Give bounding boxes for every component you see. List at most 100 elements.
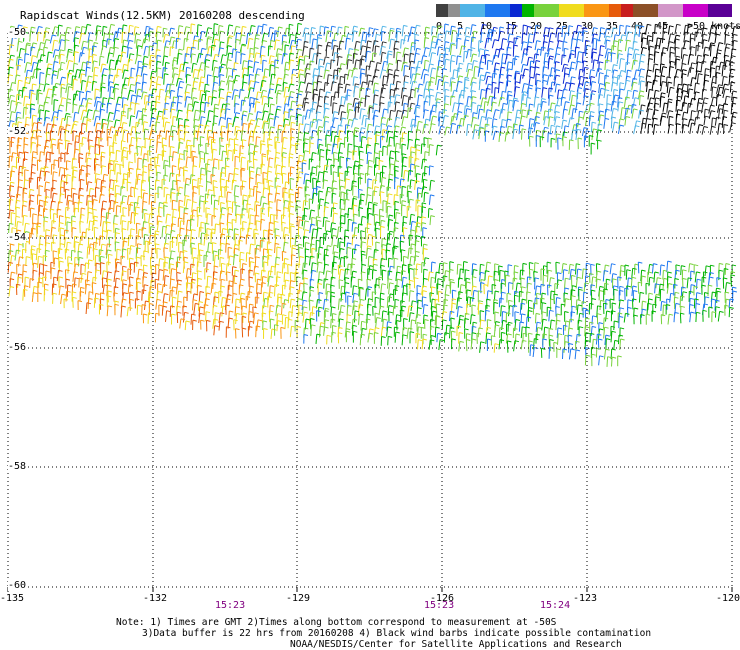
wind-barb <box>505 118 512 128</box>
wind-barb <box>255 111 262 121</box>
wind-barb <box>235 129 242 140</box>
wind-barb <box>317 58 324 70</box>
wind-barb <box>576 304 583 315</box>
wind-barb <box>100 179 106 192</box>
wind-barb <box>548 87 554 99</box>
wind-barb <box>351 197 358 210</box>
wind-barb <box>227 221 232 234</box>
wind-barb <box>179 137 184 149</box>
wind-barb <box>422 268 428 281</box>
wind-barb <box>64 124 71 135</box>
wind-barb <box>401 132 407 142</box>
legend-label: 40 <box>631 21 644 32</box>
wind-barb <box>177 290 183 303</box>
wind-barb <box>296 90 304 101</box>
wind-barb <box>50 163 56 175</box>
lon-label: -123 <box>573 593 598 604</box>
wind-barb <box>714 116 721 126</box>
wind-barb <box>346 119 354 129</box>
wind-barb <box>555 319 561 331</box>
wind-barb <box>323 326 329 336</box>
wind-barb <box>448 268 454 281</box>
wind-barb <box>589 76 596 86</box>
wind-barb <box>275 185 282 196</box>
wind-barb <box>23 285 29 297</box>
wind-barb <box>99 235 105 246</box>
wind-barb <box>7 74 14 84</box>
wind-barb <box>675 99 681 112</box>
wind-barb <box>198 157 205 168</box>
wind-barb <box>372 269 377 280</box>
wind-barb <box>199 89 205 101</box>
wind-barb <box>497 81 504 94</box>
wind-barb <box>507 33 514 43</box>
wind-barb <box>196 261 202 273</box>
lat-label: -56 <box>8 342 27 353</box>
wind-barb <box>73 37 79 49</box>
wind-barb <box>660 314 666 325</box>
wind-barb <box>150 157 155 169</box>
wind-barb <box>420 143 426 154</box>
wind-barb <box>297 58 304 71</box>
wind-barb <box>371 52 377 63</box>
wind-barb <box>387 305 394 316</box>
wind-barb <box>498 265 503 276</box>
wind-barb <box>301 262 308 275</box>
wind-barb <box>161 178 167 190</box>
wind-barb <box>680 265 686 276</box>
wind-barb <box>10 36 17 49</box>
wind-barb <box>170 192 176 203</box>
wind-barb <box>133 212 139 225</box>
wind-barb <box>79 291 85 301</box>
wind-barb <box>547 284 552 296</box>
wind-barb <box>252 61 260 73</box>
wind-barb <box>268 221 274 234</box>
wind-barb <box>193 109 200 122</box>
wind-barb <box>693 285 699 296</box>
wind-barb <box>9 100 16 112</box>
wind-barb <box>9 141 14 154</box>
wind-barb <box>49 34 57 44</box>
wind-barb <box>18 48 25 59</box>
wind-barb <box>281 130 287 143</box>
wind-barb <box>395 150 400 162</box>
wind-barb <box>429 179 436 191</box>
wind-barb <box>87 297 93 310</box>
wind-barb <box>134 102 140 115</box>
wind-barb <box>331 313 337 323</box>
wind-barb <box>346 157 351 169</box>
wind-barb <box>91 80 98 91</box>
wind-barb <box>171 199 177 210</box>
wind-barb <box>479 88 486 100</box>
wind-barb <box>658 38 666 50</box>
wind-barb <box>253 145 259 156</box>
wind-barb <box>407 305 414 317</box>
wind-barb <box>625 269 631 280</box>
wind-barb <box>540 268 546 281</box>
wind-barb <box>130 67 136 79</box>
wind-barb <box>458 332 464 344</box>
wind-barb <box>627 306 632 317</box>
wind-barb <box>317 138 323 149</box>
wind-barb <box>374 62 382 73</box>
wind-barb <box>211 141 216 154</box>
wind-barb <box>56 68 64 79</box>
wind-barb <box>64 152 70 163</box>
wind-barb <box>431 26 437 36</box>
wind-barb <box>592 59 599 70</box>
wind-barb <box>9 181 15 192</box>
wind-barb <box>486 338 492 352</box>
wind-barb <box>562 108 568 120</box>
wind-barb <box>722 277 728 289</box>
wind-barb <box>221 262 226 274</box>
wind-barb <box>15 111 22 122</box>
wind-barb <box>234 143 239 154</box>
wind-barb <box>323 26 330 36</box>
wind-barb <box>625 31 633 42</box>
wind-barb <box>28 200 34 212</box>
wind-barb <box>94 158 99 171</box>
wind-barb <box>71 291 77 302</box>
wind-barb <box>563 341 570 353</box>
wind-barb <box>114 241 120 252</box>
wind-barb <box>119 201 126 213</box>
